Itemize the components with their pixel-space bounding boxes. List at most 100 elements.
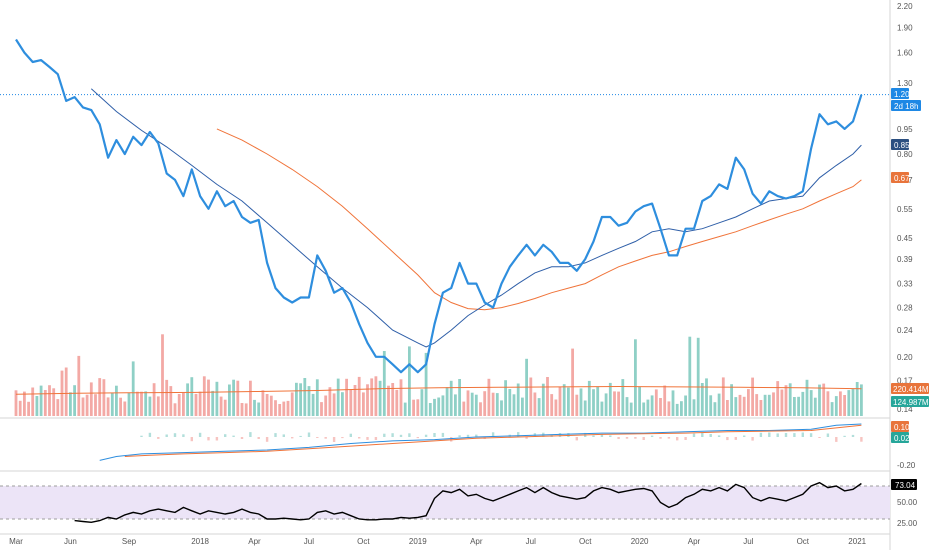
time-tick-label: Apr — [248, 537, 261, 546]
volume-bar — [843, 395, 846, 416]
volume-bar — [39, 385, 43, 416]
volume-bar — [470, 392, 474, 416]
volume-bar — [299, 383, 302, 416]
volume-bar — [751, 377, 754, 416]
volume-bar — [362, 392, 365, 416]
volume-bar — [675, 403, 679, 416]
volume-bar — [345, 378, 348, 416]
price-axis[interactable]: 2.20 1.90 1.60 1.30 0.95 0.80 0.67 0.55 0.45 0.39… — [897, 2, 913, 414]
macd-axis-tick: -0.20 — [897, 461, 916, 470]
macd-hist-bar — [173, 433, 177, 437]
volume-bar — [767, 394, 771, 416]
volume-bar — [583, 400, 587, 416]
volume-bar — [433, 398, 436, 416]
volume-bar — [43, 390, 47, 416]
macd-hist-bar — [826, 433, 830, 437]
volume-bar — [634, 339, 637, 416]
volume-bar — [558, 386, 562, 416]
volume-bar — [23, 391, 26, 416]
volume-bar — [671, 390, 675, 416]
volume-last-value: 124.987M — [893, 398, 929, 407]
volume-bar — [136, 391, 139, 416]
time-tick-label: Oct — [579, 537, 592, 546]
volume-bar — [282, 401, 286, 416]
volume-bar — [382, 351, 386, 416]
volume-bar — [441, 395, 445, 416]
volume-bar — [223, 399, 227, 416]
volume-bar — [797, 396, 800, 416]
volume-bar — [730, 384, 733, 416]
volume-bar — [353, 385, 357, 416]
volume-bar — [834, 396, 838, 416]
macd-hist-bar — [165, 434, 168, 437]
volume-bar — [366, 384, 369, 416]
volume-bar — [403, 402, 407, 416]
macd-hist-bar — [190, 437, 193, 442]
macd-hist-bar — [316, 437, 319, 438]
volume-bar — [349, 390, 353, 416]
price-tick-label: 0.45 — [897, 234, 913, 243]
macd-hist-bar — [399, 434, 403, 437]
volume-bar — [705, 378, 708, 416]
macd-hist-bar — [818, 437, 821, 438]
volume-bar — [587, 380, 591, 416]
volume-bar — [772, 392, 775, 416]
macd-hist-bar — [475, 434, 478, 437]
volume-bar — [232, 379, 235, 416]
macd-hist-bar — [692, 433, 696, 437]
time-tick-label: Oct — [357, 537, 370, 546]
volume-bar — [592, 389, 595, 416]
volume-bar — [818, 384, 821, 416]
volume-bar — [788, 383, 792, 416]
macd-hist-bar — [793, 433, 796, 437]
macd-hist-bar — [717, 435, 721, 437]
volume-bar — [495, 393, 499, 416]
volume-bar — [265, 394, 269, 416]
volume-bar — [320, 402, 323, 416]
volume-bar — [257, 402, 261, 416]
volume-bar — [784, 385, 788, 416]
volume-bar — [106, 397, 110, 416]
volume-bar — [617, 391, 620, 416]
volume-bar — [253, 399, 256, 416]
volume-bar — [27, 401, 30, 416]
volume-bar — [600, 401, 604, 416]
time-axis[interactable]: Mar Jun Sep 2018 Apr Jul Oct 2019 Apr Jul Oct 2020 A… — [9, 537, 867, 546]
volume-bar — [370, 378, 374, 416]
volume-bar — [445, 387, 449, 416]
macd-hist-bar — [726, 437, 729, 441]
volume-bar — [654, 389, 658, 416]
time-tick-label: Oct — [797, 537, 810, 546]
price-tick-label: 1.30 — [897, 79, 913, 88]
volume-bar — [169, 386, 173, 416]
volume-bar — [395, 389, 399, 416]
price-tick-label: 0.24 — [897, 326, 913, 335]
macd-hist-bar — [240, 437, 244, 439]
time-tick-label: 2021 — [848, 537, 866, 546]
macd-hist-bar — [307, 432, 311, 437]
macd-hist-bar — [282, 434, 285, 437]
macd-hist-bar — [709, 434, 712, 437]
volume-bar — [813, 397, 817, 416]
volume-bar — [713, 402, 717, 416]
time-tick-label: Jul — [526, 537, 536, 546]
volume-bar — [521, 397, 524, 416]
volume-bar — [399, 379, 403, 416]
macd-hist-bar — [383, 433, 386, 437]
volume-bar — [207, 379, 210, 416]
macd-hist-bar — [424, 434, 428, 437]
macd-hist-bar — [600, 434, 604, 437]
last-price-label: 1.20 — [894, 90, 910, 99]
volume-bar — [667, 401, 671, 416]
macd-hist-bar — [257, 437, 260, 439]
volume-bar — [855, 382, 859, 416]
macd-hist-bar — [784, 433, 788, 437]
macd-hist-bar — [609, 435, 612, 437]
ma-slow-tag: 0.67 — [891, 172, 910, 183]
volume-bar — [491, 392, 495, 416]
volume-bar — [269, 395, 273, 416]
volume-bar — [596, 386, 600, 416]
volume-bar — [102, 379, 106, 416]
